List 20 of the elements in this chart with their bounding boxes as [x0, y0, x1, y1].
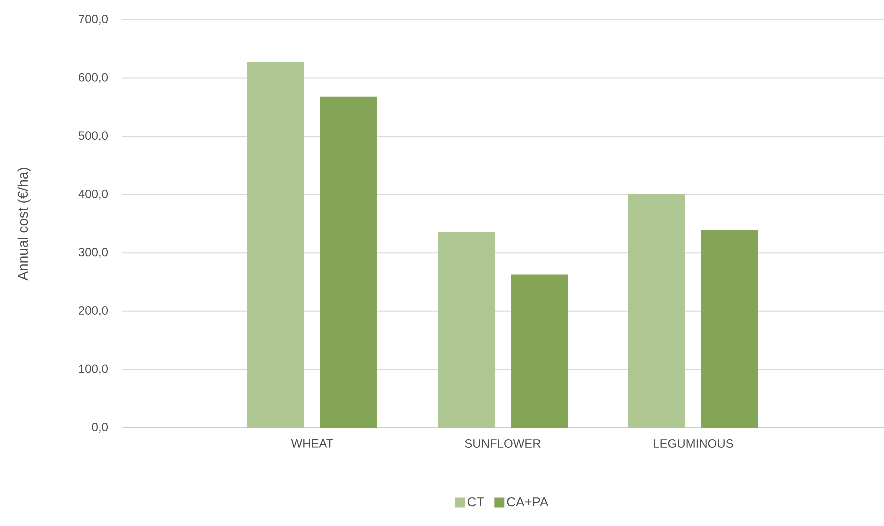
bar: [320, 96, 378, 428]
y-tick-label: 700,0: [79, 15, 108, 25]
bar: [511, 274, 568, 428]
bar: [628, 194, 686, 428]
y-tick-label: 200,0: [79, 306, 108, 316]
y-tick-label: 600,0: [79, 73, 108, 84]
x-tick-label: SUNFLOWER: [465, 440, 541, 448]
bar: [438, 232, 495, 428]
bar: [248, 62, 304, 428]
bar: [701, 230, 758, 428]
x-tick-label: LEGUMINOUS: [654, 440, 734, 448]
y-tick-label: 300,0: [78, 248, 108, 258]
y-tick-label: 500,0: [78, 132, 108, 142]
y-tick-label: 100,0: [79, 364, 108, 375]
legend-label: CA+PA: [507, 497, 549, 507]
legend-label: CT: [468, 497, 484, 507]
y-tick-label: 0,0: [92, 423, 108, 433]
y-axis-title: Annual cost (€/ha): [18, 168, 31, 281]
x-tick-label: WHEAT: [291, 440, 334, 448]
y-tick-label: 400,0: [78, 190, 108, 200]
